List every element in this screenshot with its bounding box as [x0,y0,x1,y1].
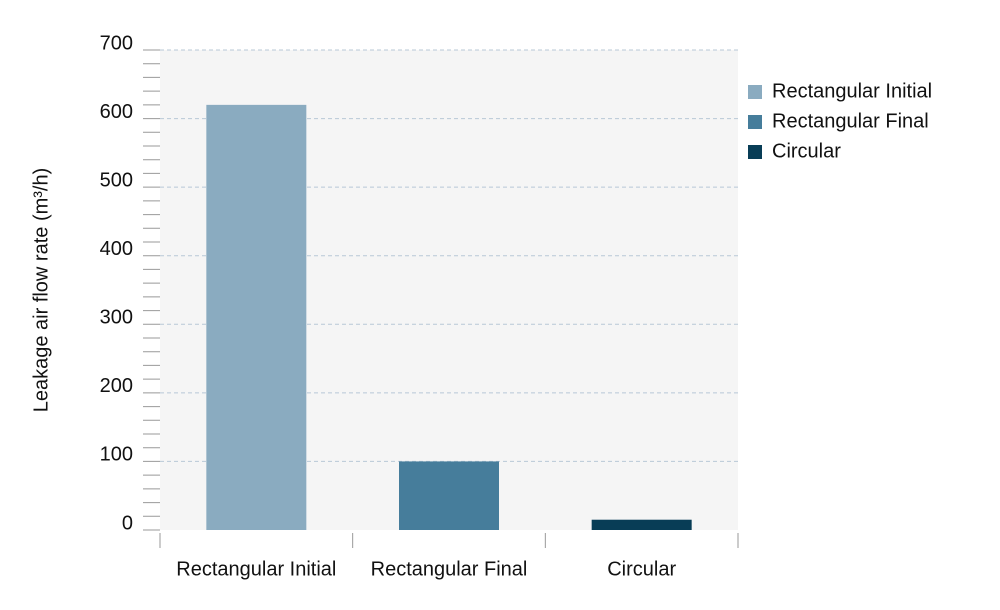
legend-swatch [748,115,762,129]
y-tick-label: 600 [100,101,133,123]
legend-swatch [748,145,762,159]
legend-label: Rectangular Initial [772,80,932,102]
y-tick-label: 200 [100,375,133,397]
y-tick-label: 700 [100,32,133,54]
y-tick-label: 100 [100,444,133,466]
x-tick-label: Rectangular Final [371,558,528,580]
bar [591,519,692,530]
y-tick-label: 0 [122,512,133,534]
legend-label: Circular [772,140,841,162]
x-tick-label: Rectangular Initial [176,558,336,580]
bar [399,461,499,530]
y-axis-label: Leakage air flow rate (m³/h) [30,168,52,413]
legend-swatch [748,85,762,99]
bar [206,104,307,530]
y-tick-label: 500 [100,169,133,191]
y-tick-label: 400 [100,238,133,260]
legend-label: Rectangular Final [772,110,929,132]
y-tick-label: 300 [100,307,133,329]
x-tick-label: Circular [607,558,676,580]
